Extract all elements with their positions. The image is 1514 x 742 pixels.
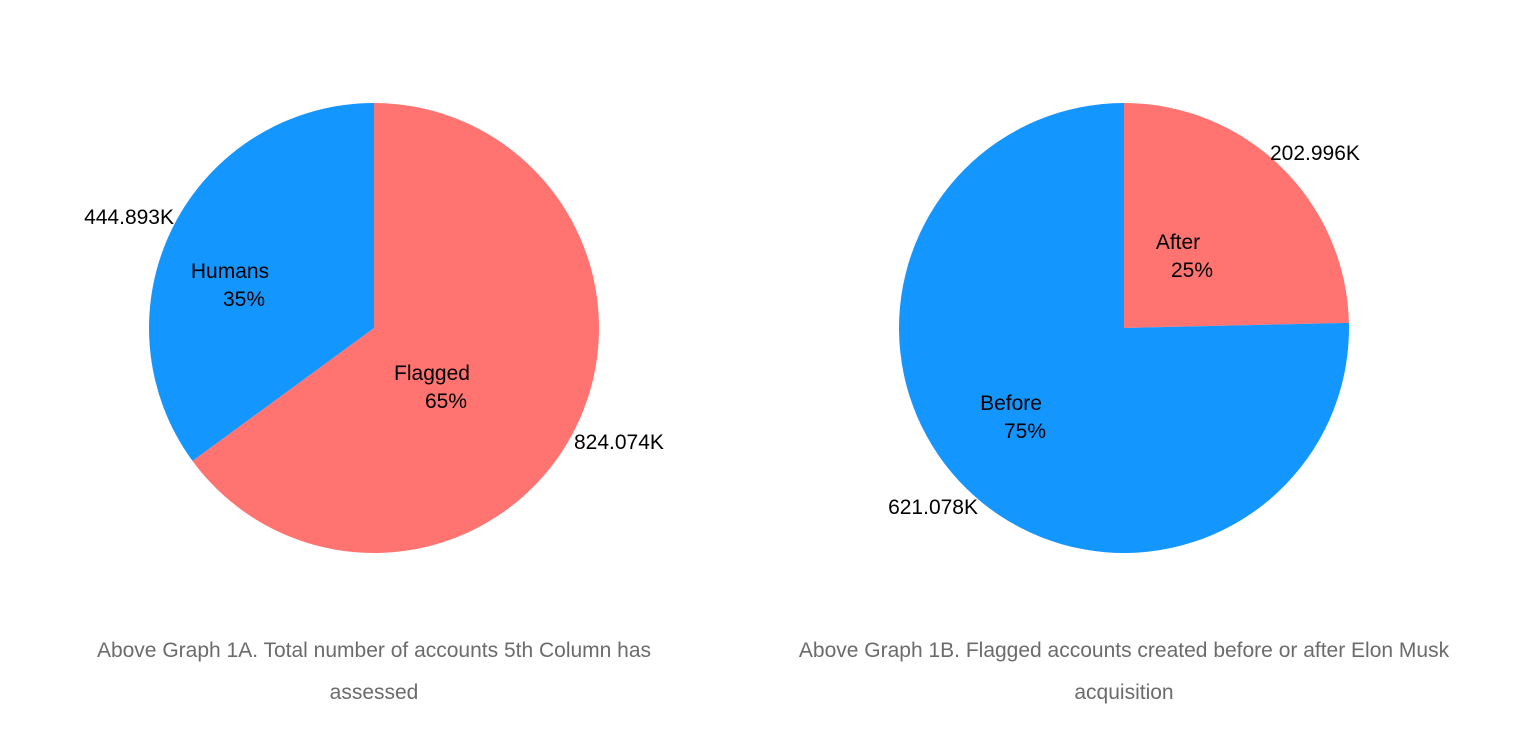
pie-chart-graph-1b: After 25% 202.996K Before 75% 621.078K xyxy=(888,103,1360,554)
slice-name-label-flagged: Flagged xyxy=(394,362,470,385)
slice-percent-label-flagged: 65% xyxy=(425,390,467,413)
pie-slice-flagged xyxy=(192,102,600,553)
graph-1a-caption: Above Graph 1A. Total number of accounts… xyxy=(96,639,652,704)
slice-value-label-before: 621.078K xyxy=(888,496,978,519)
slice-value-label-after: 202.996K xyxy=(1270,142,1360,165)
slice-name-label-before: Before xyxy=(980,392,1042,415)
slice-name-label-humans: Humans xyxy=(191,260,269,283)
pie-slice-after xyxy=(1124,103,1349,328)
slice-value-label-humans: 444.893K xyxy=(84,206,174,229)
pie-slice-before xyxy=(898,103,1349,554)
slice-percent-label-after: 25% xyxy=(1171,259,1213,282)
slice-percent-label-before: 75% xyxy=(1004,420,1046,443)
slice-percent-label-humans: 35% xyxy=(223,288,265,311)
graph-1b-caption: Above Graph 1B. Flagged accounts created… xyxy=(798,639,1450,704)
slice-value-label-flagged: 824.074K xyxy=(574,431,664,454)
slice-name-label-after: After xyxy=(1156,231,1200,254)
pie-chart-graph-1a: Flagged 65% 824.074K Humans 35% 444.893K xyxy=(84,102,664,553)
pie-slice-humans xyxy=(149,103,374,461)
